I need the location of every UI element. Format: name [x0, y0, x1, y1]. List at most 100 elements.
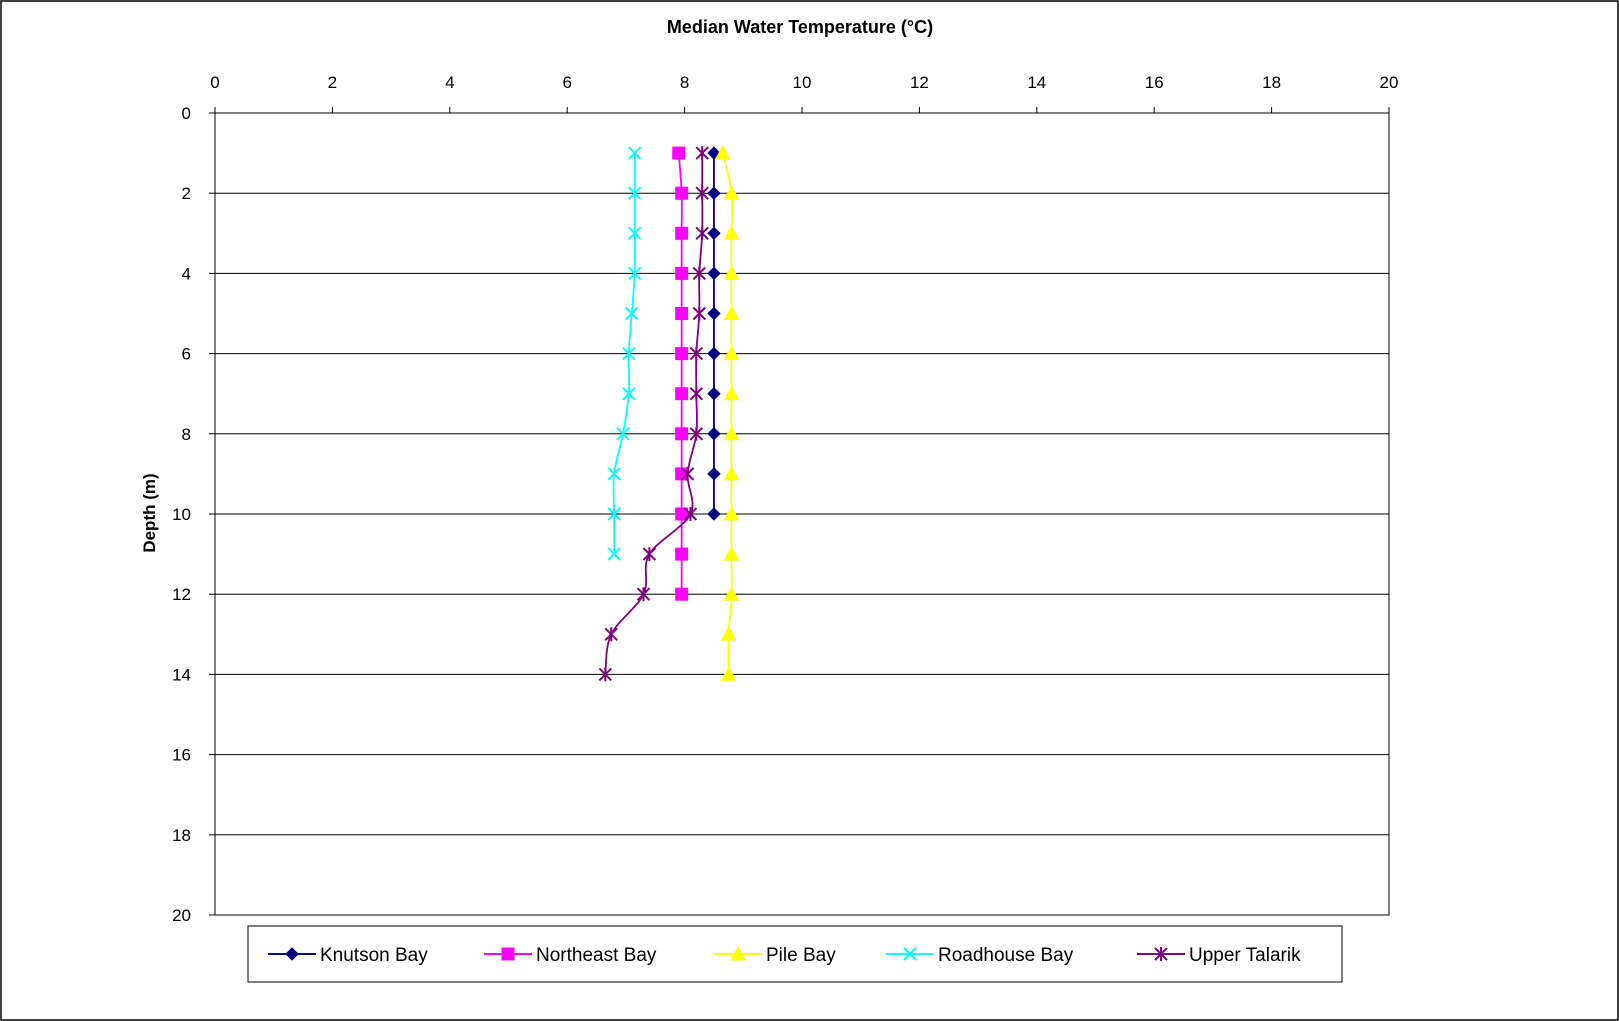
data-point: [695, 146, 709, 161]
x-tick-label: 20: [1380, 73, 1399, 92]
data-point: [707, 266, 721, 281]
series-layer: [598, 145, 740, 682]
legend-marker: [1154, 947, 1168, 961]
x-tick-label: 6: [562, 73, 571, 92]
data-point: [636, 587, 651, 602]
x-tick-label: 10: [793, 73, 812, 92]
data-point: [723, 385, 740, 401]
x-tick-label: 16: [1145, 73, 1164, 92]
y-tick-label: 18: [172, 826, 191, 845]
data-point: [675, 387, 689, 401]
data-point: [604, 627, 618, 642]
data-point: [675, 307, 689, 320]
legend-marker: [730, 945, 746, 961]
legend-marker: [903, 947, 917, 961]
y-tick-label: 16: [172, 746, 191, 765]
data-point: [675, 507, 689, 521]
data-point: [689, 346, 704, 361]
y-tick-label: 6: [182, 345, 191, 364]
data-point: [625, 306, 639, 321]
data-point: [607, 547, 621, 561]
data-point: [672, 146, 686, 160]
data-point: [707, 346, 721, 361]
data-point: [707, 507, 721, 521]
data-point: [675, 467, 689, 481]
data-point: [675, 347, 689, 361]
data-point: [675, 226, 689, 240]
data-point: [723, 185, 740, 200]
data-point: [622, 386, 636, 401]
data-point: [707, 226, 721, 241]
data-point: [692, 266, 706, 281]
legend-marker: [285, 947, 299, 961]
y-axis: 0 2 4 6 8 10 12 14 16 18 20: [172, 104, 216, 925]
legend-item: Knutson Bay: [268, 945, 428, 966]
legend-item: Northeast Bay: [484, 945, 657, 966]
data-point: [622, 346, 636, 361]
data-point: [723, 345, 740, 361]
legend-label: Upper Talarik: [1189, 945, 1301, 966]
data-point: [616, 427, 630, 441]
x-axis: 0 2 4 6 8 10 12 14 16 18 20: [210, 73, 1399, 114]
legend-item: Pile Bay: [714, 945, 836, 966]
data-point: [675, 186, 689, 200]
x-tick-label: 14: [1027, 73, 1046, 92]
data-point: [695, 186, 709, 201]
data-point: [607, 467, 621, 481]
series-upper-talarik: [598, 146, 709, 682]
data-point: [627, 226, 642, 241]
legend-label: Northeast Bay: [536, 945, 657, 966]
data-point: [689, 426, 704, 441]
legend-marker: [501, 947, 515, 961]
x-tick-label: 18: [1262, 73, 1281, 92]
data-point: [675, 587, 689, 601]
data-point: [723, 265, 740, 280]
y-tick-label: 4: [182, 264, 191, 283]
data-point: [723, 225, 740, 240]
y-tick-label: 14: [172, 665, 191, 684]
series-northeast-bay: [672, 146, 689, 601]
data-point: [723, 546, 740, 561]
x-tick-label: 8: [680, 73, 689, 92]
data-point: [692, 306, 706, 321]
x-tick-label: 2: [328, 73, 337, 92]
x-tick-label: 4: [445, 73, 454, 92]
data-point: [707, 306, 721, 321]
x-tick-label: 12: [910, 73, 929, 92]
y-tick-label: 2: [182, 184, 191, 203]
data-point: [707, 186, 721, 200]
data-point: [675, 547, 689, 561]
data-point: [627, 266, 642, 281]
legend-items: Knutson Bay Northeast Bay Pile Bay Roadhous…: [268, 945, 1301, 966]
chart-title: Median Water Temperature (°C): [667, 17, 933, 37]
data-point: [723, 505, 740, 521]
data-point: [707, 386, 721, 401]
legend-label: Knutson Bay: [320, 945, 428, 966]
legend-label: Roadhouse Bay: [938, 945, 1074, 966]
data-point: [689, 386, 704, 401]
data-point: [723, 465, 740, 481]
data-point: [680, 466, 695, 481]
data-point: [607, 507, 621, 521]
data-point: [714, 145, 731, 160]
data-point: [627, 186, 642, 200]
gridlines: [215, 192, 1389, 836]
data-point: [707, 467, 721, 481]
x-tick-label: 0: [210, 73, 219, 92]
data-point: [720, 626, 737, 641]
data-point: [627, 146, 642, 160]
legend: Knutson Bay Northeast Bay Pile Bay Roadhous…: [247, 925, 1343, 983]
data-point: [707, 427, 721, 441]
legend-label: Pile Bay: [766, 945, 836, 966]
data-point: [723, 425, 740, 441]
data-point: [675, 266, 689, 280]
data-point: [723, 586, 740, 601]
y-tick-label: 20: [172, 906, 191, 925]
legend-item: Roadhouse Bay: [886, 945, 1074, 966]
series-roadhouse-bay: [607, 146, 642, 561]
data-point: [675, 427, 689, 441]
data-point: [720, 666, 737, 681]
data-point: [598, 667, 613, 682]
